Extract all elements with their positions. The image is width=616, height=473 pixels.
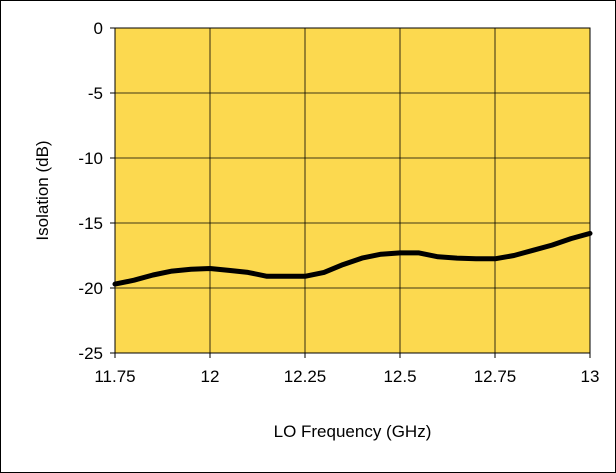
data-point xyxy=(380,253,382,255)
data-point xyxy=(209,268,211,269)
data-point xyxy=(551,244,553,246)
data-point xyxy=(456,257,458,259)
data-point xyxy=(589,232,591,234)
data-point xyxy=(361,257,363,259)
data-point xyxy=(266,275,268,277)
data-point xyxy=(304,275,306,277)
y-tick-label: -5 xyxy=(88,84,103,103)
data-point xyxy=(475,258,477,260)
data-point xyxy=(323,271,325,273)
data-point xyxy=(532,249,534,251)
y-tick-label: -15 xyxy=(78,214,103,233)
isolation-series-line xyxy=(112,230,593,287)
data-point xyxy=(494,258,496,260)
data-point xyxy=(399,252,401,254)
data-point xyxy=(152,274,154,276)
data-point xyxy=(570,238,572,240)
data-point xyxy=(247,271,249,273)
y-tick-label: 0 xyxy=(94,19,103,38)
x-axis-title: LO Frequency (GHz) xyxy=(274,422,432,441)
grid-lines xyxy=(115,28,590,353)
data-point xyxy=(285,275,287,277)
x-tick-label: 12.75 xyxy=(474,367,517,386)
data-point xyxy=(190,268,192,270)
tick-labels: 11.75 12 12.25 12.5 12.75 13 0 -5 -10 -15 -20 -25 xyxy=(78,19,599,386)
data-point xyxy=(513,255,515,256)
data-point xyxy=(114,283,116,285)
data-point xyxy=(228,269,230,271)
data-point xyxy=(418,252,420,254)
y-axis-title: Isolation (dB) xyxy=(33,140,52,240)
data-point xyxy=(437,256,439,258)
data-point xyxy=(342,264,344,266)
data-point xyxy=(133,279,135,281)
y-tick-label: -20 xyxy=(78,279,103,298)
data-point xyxy=(171,270,173,272)
y-tick-label: -10 xyxy=(78,149,103,168)
x-tick-label: 12 xyxy=(201,367,220,386)
x-tick-label: 13 xyxy=(581,367,600,386)
series-layer xyxy=(112,230,593,287)
x-tick-label: 12.5 xyxy=(383,367,416,386)
x-tick-label: 12.25 xyxy=(284,367,327,386)
y-tick-label: -25 xyxy=(78,344,103,363)
plot-area xyxy=(114,27,591,354)
x-tick-label: 11.75 xyxy=(94,367,135,386)
axis-ticks xyxy=(110,27,591,358)
